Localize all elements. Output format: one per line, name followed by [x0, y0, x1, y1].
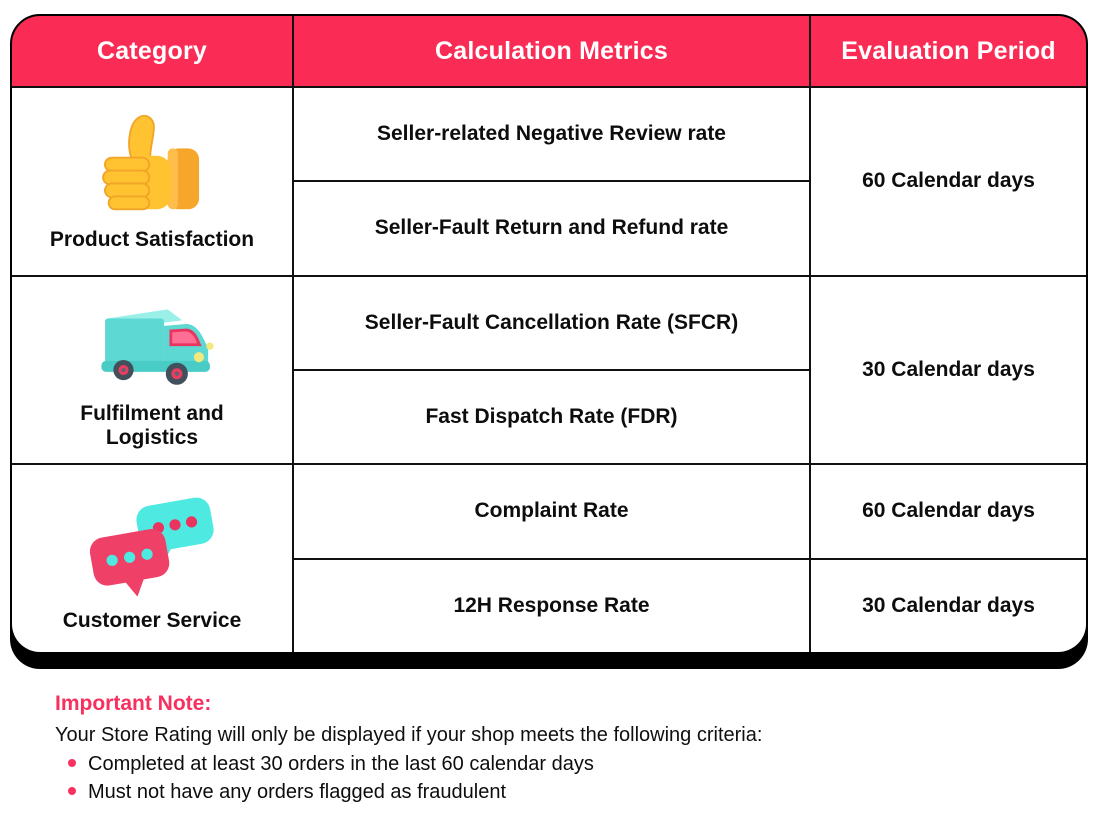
important-note-list: Completed at least 30 orders in the last… [55, 750, 1070, 806]
note-bullet-text: Must not have any orders flagged as frau… [88, 781, 507, 803]
evaluation-period-cell: 60 Calendar days [811, 88, 1086, 275]
metric-cell: Fast Dispatch Rate (FDR) [294, 371, 809, 464]
metric-cell: 12H Response Rate [294, 559, 809, 652]
note-bullet-item: Must not have any orders flagged as frau… [55, 778, 1070, 806]
column-header-evaluation-period: Evaluation Period [811, 16, 1086, 86]
bullet-dot-icon [68, 787, 76, 795]
evaluation-period-cell: 60 Calendar days [811, 465, 1086, 558]
metric-cell: Complaint Rate [294, 465, 809, 558]
column-header-category: Category [12, 16, 292, 86]
category-label: Product Satisfaction [49, 228, 255, 252]
delivery-truck-icon [83, 289, 221, 395]
important-note: Important Note: Your Store Rating will o… [55, 690, 1070, 806]
category-cell-fulfilment-logistics: Fulfilment and Logistics [12, 276, 292, 464]
category-cell-customer-service: Customer Service [12, 465, 292, 652]
metric-cell: Seller-related Negative Review rate [294, 88, 809, 181]
category-cell-product-satisfaction: Product Satisfaction [12, 88, 292, 275]
important-note-heading: Important Note: [55, 692, 212, 715]
evaluation-period-cell: 30 Calendar days [811, 276, 1086, 464]
category-label: Customer Service [62, 608, 242, 632]
metric-cell: Seller-Fault Return and Refund rate [294, 182, 809, 275]
note-bullet-item: Completed at least 30 orders in the last… [55, 750, 1070, 778]
category-label: Fulfilment and Logistics [80, 401, 224, 450]
note-bullet-text: Completed at least 30 orders in the last… [88, 753, 594, 775]
thumbs-up-icon [92, 109, 212, 221]
store-rating-criteria-table: Category Calculation Metrics Evaluation … [10, 14, 1088, 654]
bullet-dot-icon [68, 759, 76, 767]
important-note-intro: Your Store Rating will only be displayed… [55, 724, 763, 746]
evaluation-period-cell: 30 Calendar days [811, 559, 1086, 652]
chat-bubbles-icon [82, 484, 222, 602]
column-header-calculation-metrics: Calculation Metrics [294, 16, 809, 86]
metric-cell: Seller-Fault Cancellation Rate (SFCR) [294, 276, 809, 369]
